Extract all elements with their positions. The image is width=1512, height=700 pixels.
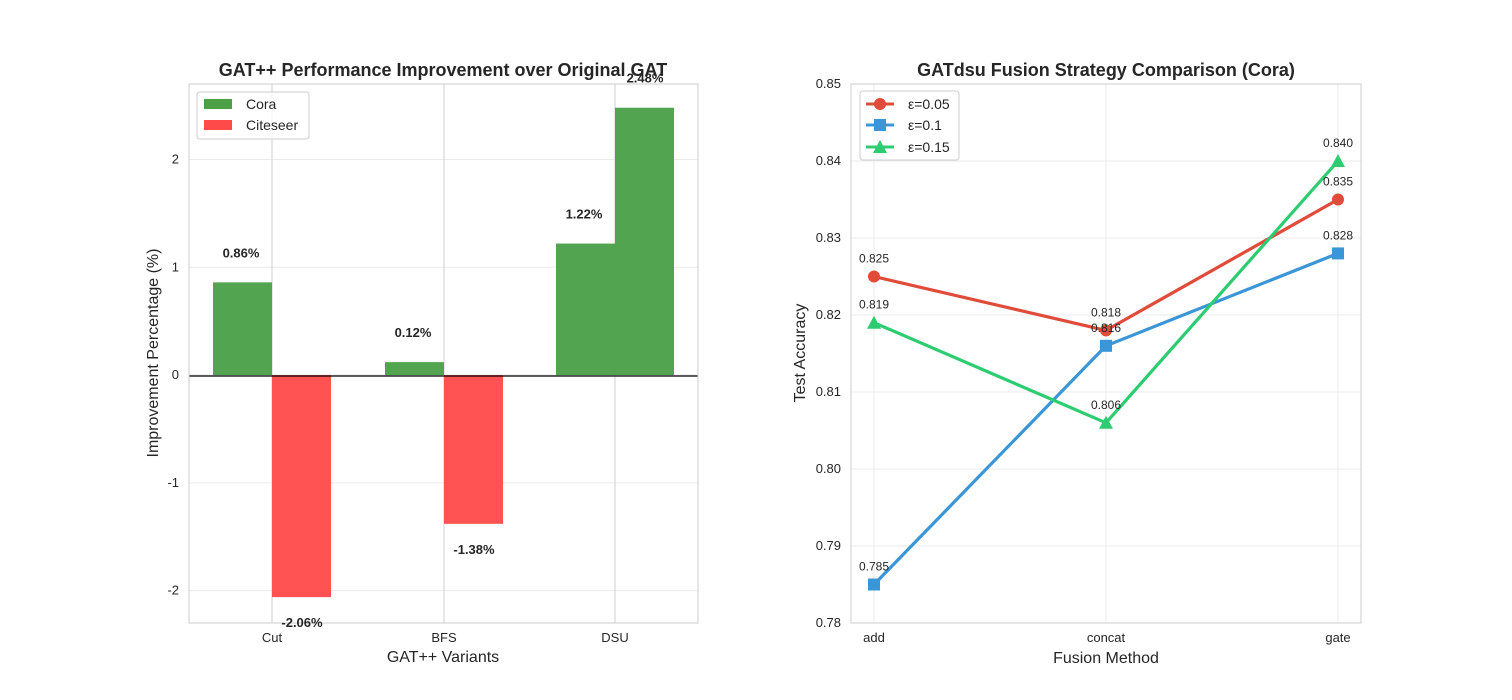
- bar-y-tick-label: 1: [172, 259, 179, 274]
- line-point-label: 0.806: [1091, 398, 1121, 412]
- line-series: [867, 154, 1345, 591]
- line-y-tick-label: 0.81: [816, 384, 841, 399]
- line-point-marker: [1099, 415, 1113, 429]
- legend-swatch-citeseer: [204, 120, 232, 130]
- line-ticks: 0.78 0.79 0.80 0.81 0.82 0.83 0.84 0.85 add conca…: [816, 76, 1351, 645]
- bar-x-axis-label: GAT++ Variants: [387, 649, 499, 666]
- line-y-tick-label: 0.85: [816, 76, 841, 91]
- line-point-label: 0.828: [1323, 228, 1353, 242]
- bar-value-label: -1.38%: [453, 542, 495, 557]
- bar-legend: Cora Citeseer: [196, 91, 310, 140]
- bar-value-label: 0.12%: [395, 325, 432, 340]
- line-legend-box: [859, 90, 960, 161]
- bar-y-tick-label: 2: [172, 151, 179, 166]
- bar-ticks: -2 -1 0 1 2 Cut BFS DSU: [167, 151, 628, 645]
- line-point-marker: [868, 578, 880, 591]
- bar-x-tick-label: BFS: [431, 630, 457, 645]
- line-point-label: 0.840: [1323, 136, 1353, 150]
- bar-citeseer-dsu: [615, 107, 674, 376]
- bar-value-label: 0.86%: [223, 245, 260, 260]
- line-y-tick-label: 0.79: [816, 538, 841, 553]
- bar-y-tick-label: 0: [172, 367, 179, 382]
- bar-y-tick-label: -1: [167, 475, 179, 490]
- line-point-label: 0.835: [1323, 175, 1353, 189]
- line-point-label: 0.819: [859, 298, 889, 312]
- line-point-marker: [1100, 324, 1112, 337]
- bar-value-label: -2.06%: [281, 615, 323, 630]
- line-y-axis-label: Test Accuracy: [792, 304, 809, 403]
- line-x-tick-label: concat: [1087, 630, 1126, 645]
- legend-label-cora: Cora: [246, 96, 277, 112]
- bar-y-tick-label: -2: [167, 583, 179, 598]
- line-y-tick-label: 0.84: [816, 153, 841, 168]
- bar-x-tick-label: DSU: [601, 630, 628, 645]
- line-point-labels: 0.825 0.818 0.835 0.785 0.816 0.828 0.819 0.806…: [859, 136, 1353, 574]
- legend-label-eps-015: ε=0.15: [908, 139, 950, 155]
- line-point-label: 0.785: [859, 560, 889, 574]
- legend-marker-eps-015: [873, 140, 887, 153]
- bar-x-tick-label: Cut: [262, 630, 283, 645]
- bar-value-labels: 0.86% 0.12% 1.22% -2.06% -1.38% 2.48%: [223, 71, 664, 630]
- line-point-label: 0.825: [859, 252, 889, 266]
- legend-label-eps-005: ε=0.05: [908, 96, 950, 112]
- line-y-tick-label: 0.82: [816, 307, 841, 322]
- bar-value-label: 1.22%: [566, 207, 603, 222]
- line-point-marker: [1332, 247, 1344, 260]
- line-x-axis-label: Fusion Method: [1053, 650, 1159, 667]
- line-point-label: 0.818: [1091, 305, 1121, 319]
- line-point-marker: [867, 315, 881, 329]
- line-point-label: 0.816: [1091, 321, 1121, 335]
- bar-plot-frame: [188, 83, 699, 624]
- line-point-marker: [868, 270, 880, 283]
- bar-citeseer-cut: [272, 375, 331, 598]
- line-legend: ε=0.05 ε=0.1 ε=0.15: [859, 90, 960, 161]
- bar-series: [213, 107, 674, 598]
- line-y-tick-label: 0.78: [816, 615, 841, 630]
- legend-label-eps-01: ε=0.1: [908, 117, 942, 133]
- bar-value-label: 2.48%: [627, 71, 664, 86]
- bar-cora-bfs: [385, 362, 444, 376]
- line-chart-title: GATdsu Fusion Strategy Comparison (Cora): [917, 60, 1295, 80]
- bar-citeseer-bfs: [444, 375, 503, 524]
- legend-label-citeseer: Citeseer: [246, 117, 298, 133]
- bar-cora-dsu: [556, 243, 615, 376]
- line-point-marker: [1100, 339, 1112, 352]
- bar-chart-title: GAT++ Performance Improvement over Origi…: [219, 60, 667, 80]
- line-point-marker: [1332, 193, 1344, 206]
- bar-cora-cut: [213, 282, 272, 376]
- line-x-tick-label: add: [863, 630, 885, 645]
- line-point-marker: [1331, 154, 1345, 167]
- bar-y-axis-label: Improvement Percentage (%): [145, 249, 162, 458]
- line-plot-frame: [850, 83, 1362, 624]
- line-y-tick-label: 0.83: [816, 230, 841, 245]
- legend-marker-eps-005: [874, 98, 886, 110]
- legend-marker-eps-01: [874, 119, 886, 131]
- line-chart: 0.78 0.79 0.80 0.81 0.82 0.83 0.84 0.85 add conca…: [792, 60, 1362, 667]
- line-y-tick-label: 0.80: [816, 461, 841, 476]
- bar-chart: -2 -1 0 1 2 Cut BFS DSU 0.86% 0.12% 1.22% -2.06% -1…: [145, 60, 699, 666]
- line-x-tick-label: gate: [1325, 630, 1350, 645]
- legend-swatch-cora: [204, 99, 232, 109]
